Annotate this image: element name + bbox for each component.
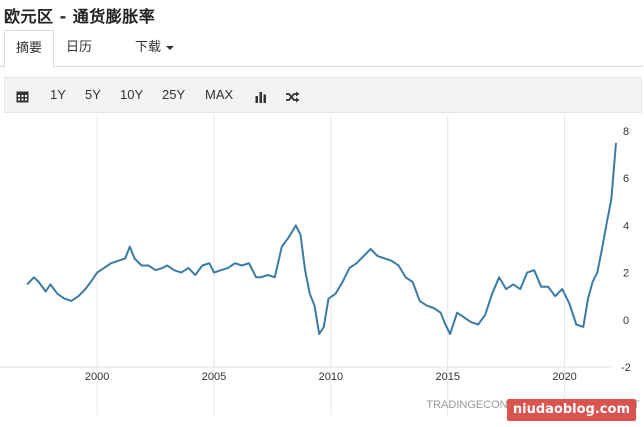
tab-download[interactable]: 下载 [135, 30, 175, 66]
tab-bar: 摘要 日历 下载 [0, 30, 643, 68]
x-tick-label: 2020 [552, 371, 576, 383]
y-tick-label: 6 [623, 173, 629, 185]
range-10y-button[interactable]: 10Y [120, 87, 144, 102]
bar-chart-icon[interactable] [255, 88, 267, 107]
chevron-down-icon [166, 45, 175, 50]
x-tick-label: 2005 [202, 371, 226, 383]
range-5y-button[interactable]: 5Y [85, 87, 101, 102]
calendar-icon[interactable] [16, 88, 29, 107]
x-tick-label: 2010 [319, 371, 343, 383]
x-tick-label: 2015 [435, 371, 459, 383]
watermark-badge: niudaoblog.com [506, 399, 636, 421]
page-title: 欧元区 - 通货膨胀率 [4, 7, 156, 26]
tab-calendar[interactable]: 日历 [66, 40, 93, 55]
y-tick-label: 4 [623, 220, 629, 232]
y-tick-label: 8 [623, 126, 629, 138]
shuffle-icon[interactable] [286, 88, 300, 107]
chart-toolbar: 1Y 5Y 10Y 25Y MAX [4, 77, 642, 113]
y-tick-label: -2 [621, 362, 631, 374]
range-1y-button[interactable]: 1Y [50, 87, 66, 102]
tab-download-label: 下载 [135, 40, 162, 55]
y-tick-label: 0 [623, 315, 629, 327]
range-25y-button[interactable]: 25Y [162, 87, 186, 102]
x-tick-label: 2000 [85, 371, 109, 383]
range-max-button[interactable]: MAX [205, 87, 234, 102]
y-tick-label: 2 [623, 268, 629, 280]
inflation-series-line [26, 142, 617, 335]
tab-summary[interactable]: 摘要 [4, 30, 55, 68]
